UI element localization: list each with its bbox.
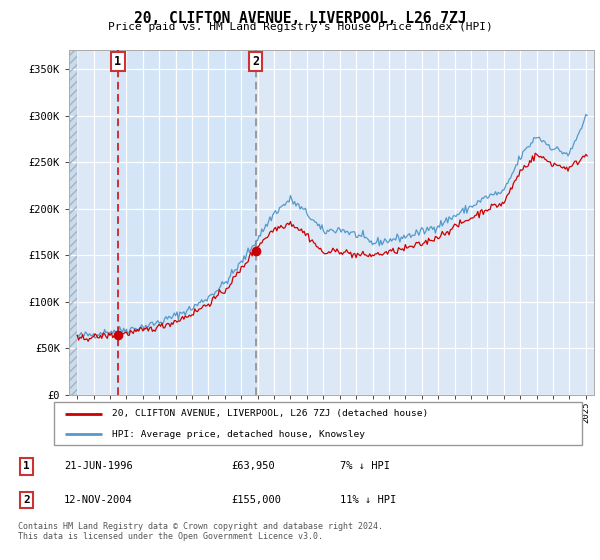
Text: 21-JUN-1996: 21-JUN-1996	[64, 461, 133, 472]
Bar	[69, 50, 77, 395]
Text: 2: 2	[252, 55, 259, 68]
Text: 7% ↓ HPI: 7% ↓ HPI	[340, 461, 391, 472]
Text: Contains HM Land Registry data © Crown copyright and database right 2024.
This d: Contains HM Land Registry data © Crown c…	[18, 522, 383, 542]
Text: 11% ↓ HPI: 11% ↓ HPI	[340, 495, 397, 505]
Text: £155,000: £155,000	[231, 495, 281, 505]
Text: 1: 1	[23, 461, 30, 472]
FancyBboxPatch shape	[54, 402, 582, 445]
Text: Price paid vs. HM Land Registry's House Price Index (HPI): Price paid vs. HM Land Registry's House …	[107, 22, 493, 32]
Text: 12-NOV-2004: 12-NOV-2004	[64, 495, 133, 505]
Text: 20, CLIFTON AVENUE, LIVERPOOL, L26 7ZJ (detached house): 20, CLIFTON AVENUE, LIVERPOOL, L26 7ZJ (…	[112, 409, 428, 418]
Text: 2: 2	[23, 495, 30, 505]
Text: HPI: Average price, detached house, Knowsley: HPI: Average price, detached house, Know…	[112, 430, 365, 439]
Bar	[118, 50, 256, 395]
Bar	[69, 50, 77, 395]
Text: 20, CLIFTON AVENUE, LIVERPOOL, L26 7ZJ: 20, CLIFTON AVENUE, LIVERPOOL, L26 7ZJ	[134, 11, 466, 26]
Text: £63,950: £63,950	[231, 461, 275, 472]
Text: 1: 1	[114, 55, 121, 68]
